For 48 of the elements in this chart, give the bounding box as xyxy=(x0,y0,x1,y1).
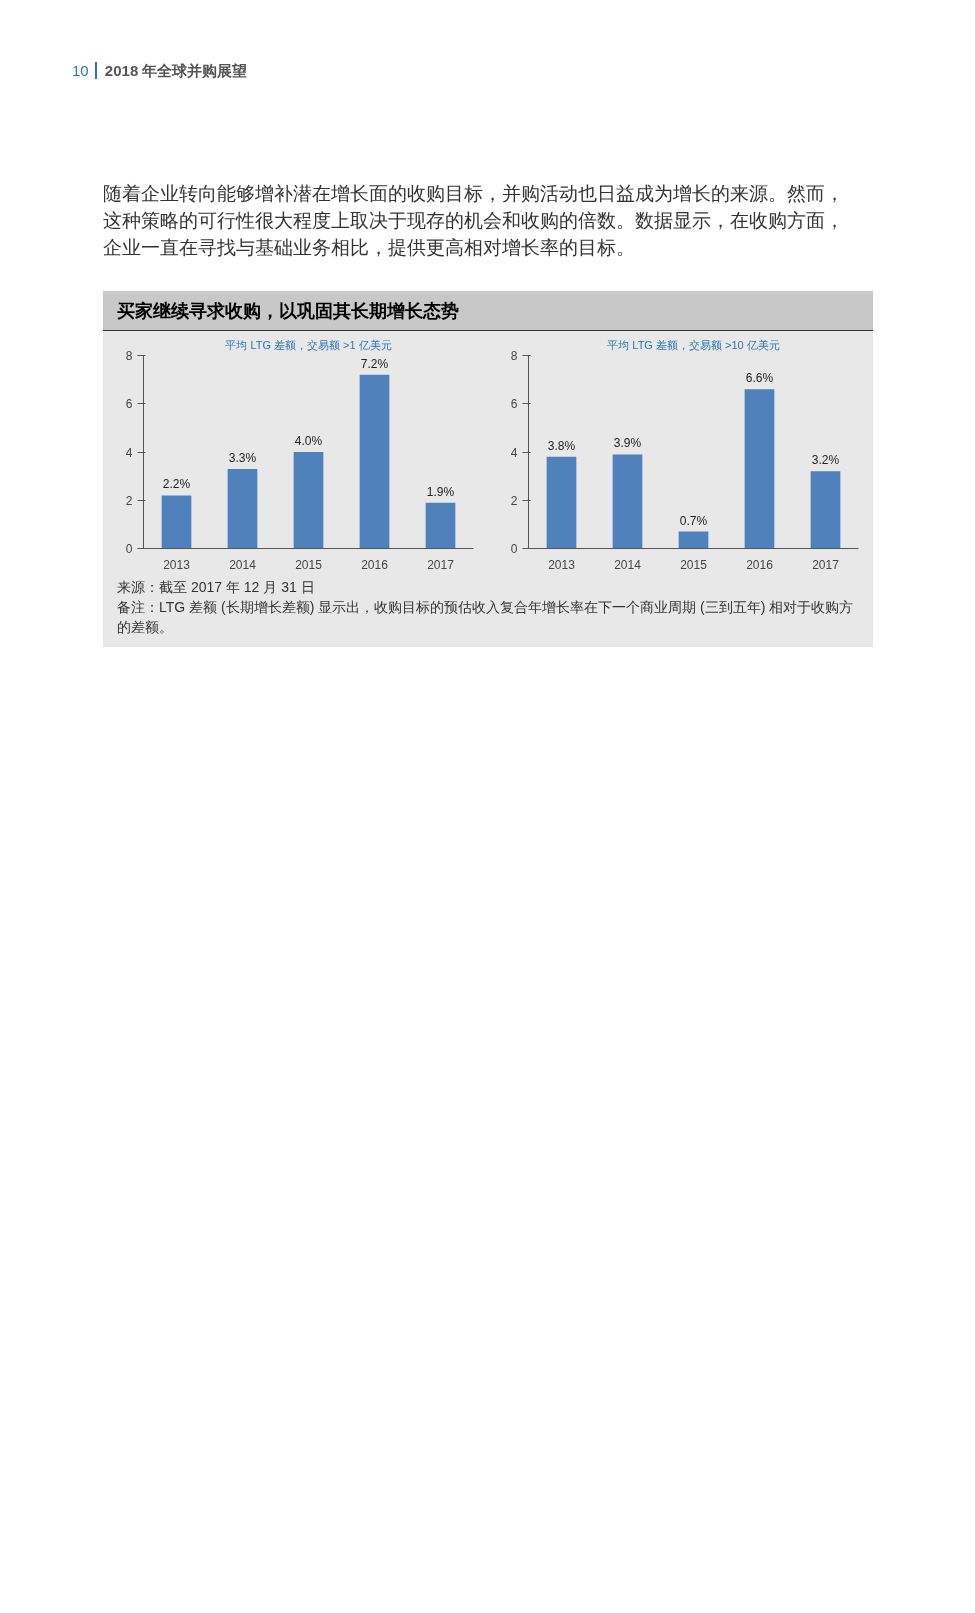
chart-subtitle: 平均 LTG 差额，交易额 >1 亿美元 xyxy=(225,338,392,351)
x-tick-label: 2015 xyxy=(680,557,708,572)
bar xyxy=(744,389,775,549)
x-tick-label: 2017 xyxy=(812,557,840,572)
chart-title: 买家继续寻求收购，以巩固其长期增长态势 xyxy=(117,300,459,324)
y-tick-label: 4 xyxy=(510,445,518,460)
bar xyxy=(546,457,577,549)
y-tick-label: 6 xyxy=(125,397,133,412)
y-tick-label: 2 xyxy=(510,493,518,508)
data-label: 0.7% xyxy=(679,513,708,528)
x-tick-label: 2016 xyxy=(746,557,774,572)
bar xyxy=(293,452,324,549)
bar xyxy=(810,471,841,549)
data-label: 3.2% xyxy=(811,453,840,468)
y-tick-label: 8 xyxy=(125,349,133,364)
data-label: 3.8% xyxy=(547,439,576,454)
data-label: 1.9% xyxy=(426,484,455,499)
bar xyxy=(612,454,643,549)
x-tick-label: 2014 xyxy=(614,557,642,572)
text: 2018 年全球并购展望 xyxy=(103,62,248,79)
y-tick-label: 4 xyxy=(125,445,133,460)
text: 备注：LTG 差额 (长期增长差额) 显示出，收购目标的预估收入复合年增长率在下一个商业周期 (三到五年) 相对于收购方的差额。 xyxy=(117,599,854,636)
source-note: 来源：截至 2017 年 12 月 31 日 xyxy=(117,579,315,596)
x-tick-label: 2013 xyxy=(163,557,191,572)
y-tick-label: 0 xyxy=(125,542,133,557)
y-tick-label: 6 xyxy=(510,397,518,412)
data-label: 3.3% xyxy=(228,451,257,466)
x-tick-label: 2016 xyxy=(361,557,389,572)
text: 随着企业转向能够增补潜在增长面的收购目标，并购活动也日益成为增长的来源。然而，这种策略的可行性很大程度上取决于现存的机会和收购的倍数。数据显示，在收购方面，企业一直在寻找与基础业务相比，提供更高相对增长率的目标。 xyxy=(103,182,845,260)
data-label: 3.9% xyxy=(613,436,642,451)
x-tick-label: 2017 xyxy=(427,557,455,572)
bar xyxy=(425,502,456,549)
bar xyxy=(227,469,258,549)
data-label: 6.6% xyxy=(745,371,774,386)
y-tick-label: 8 xyxy=(510,349,518,364)
bar xyxy=(161,495,192,549)
x-tick-label: 2014 xyxy=(229,557,257,572)
text: 10 xyxy=(72,62,97,79)
chart-subtitle: 平均 LTG 差额，交易额 >10 亿美元 xyxy=(607,338,780,351)
y-tick-label: 2 xyxy=(125,493,133,508)
data-label: 7.2% xyxy=(360,357,389,371)
bar xyxy=(359,375,390,549)
x-tick-label: 2015 xyxy=(295,557,323,572)
y-tick-label: 0 xyxy=(510,542,518,557)
data-label: 4.0% xyxy=(294,434,323,449)
bar xyxy=(678,531,709,549)
x-tick-label: 2013 xyxy=(548,557,576,572)
data-label: 2.2% xyxy=(162,477,191,492)
